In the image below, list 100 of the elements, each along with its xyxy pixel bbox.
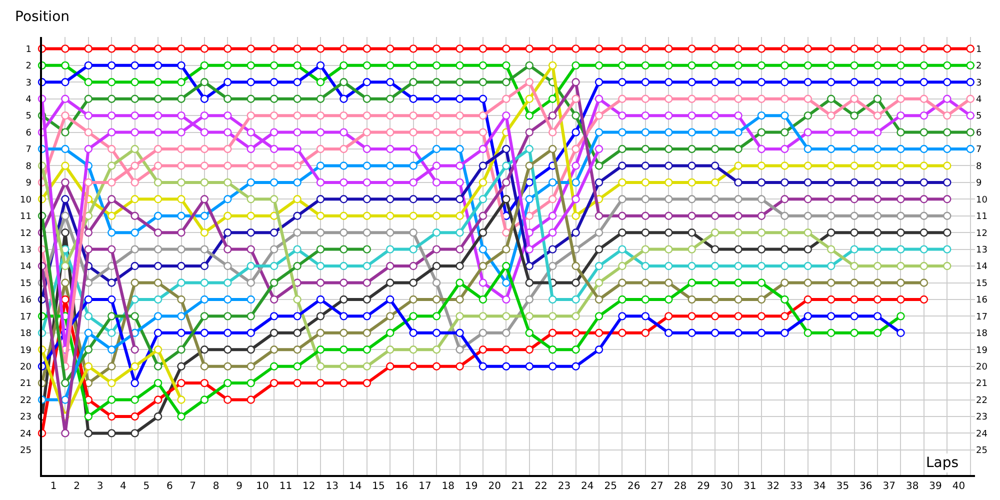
point [548, 61, 557, 70]
point [316, 262, 325, 270]
point [710, 278, 720, 287]
y2-tick-label: 20 [976, 362, 988, 372]
point [688, 162, 696, 170]
point [618, 111, 626, 120]
point [108, 312, 116, 320]
point [84, 111, 93, 120]
point [108, 162, 116, 170]
point [478, 228, 488, 237]
point [61, 144, 70, 154]
point [966, 111, 974, 120]
y-tick-label: 15 [20, 278, 32, 289]
x-tick-label: 18 [442, 480, 455, 492]
x-tick-label: 38 [906, 480, 919, 492]
point [734, 111, 742, 120]
point [664, 295, 673, 304]
point [177, 412, 186, 421]
point [293, 245, 302, 254]
point [780, 111, 789, 120]
point [246, 78, 255, 86]
point [84, 346, 93, 354]
point [827, 144, 836, 154]
point [502, 195, 510, 204]
x-tick-label: 35 [836, 480, 850, 492]
point [362, 78, 372, 86]
point [130, 396, 139, 404]
point [316, 228, 325, 237]
point [386, 162, 394, 170]
point [734, 212, 742, 220]
point [688, 212, 696, 220]
point [61, 429, 70, 438]
point [61, 128, 70, 136]
point [804, 61, 812, 70]
point [664, 44, 673, 53]
point [154, 262, 162, 270]
point [432, 128, 441, 136]
point [757, 195, 766, 204]
point [154, 228, 162, 237]
point [108, 346, 116, 354]
point [432, 262, 441, 270]
point [270, 378, 278, 388]
x-tick-label: 7 [190, 480, 196, 492]
x-tick-label: 17 [418, 480, 432, 492]
point [710, 78, 720, 86]
point [270, 162, 278, 170]
point [896, 128, 905, 136]
point [943, 94, 952, 103]
x-axis-title: Laps [926, 455, 959, 471]
point [594, 262, 604, 270]
point [316, 44, 325, 53]
point [688, 128, 696, 136]
point [618, 144, 626, 154]
point [734, 278, 742, 287]
point [850, 144, 858, 154]
point [177, 162, 186, 170]
point [525, 346, 534, 354]
point [525, 94, 534, 103]
point [502, 362, 510, 370]
point [270, 61, 278, 70]
point [734, 162, 742, 170]
point [850, 245, 858, 254]
point [780, 128, 789, 136]
point [780, 328, 789, 337]
y2-tick-label: 13 [976, 245, 988, 256]
point [246, 44, 255, 53]
point [456, 328, 464, 337]
point [246, 111, 255, 120]
point [456, 144, 464, 154]
point [664, 245, 673, 254]
point [920, 162, 928, 170]
y-tick-label: 10 [20, 195, 32, 206]
point [827, 61, 836, 70]
point [386, 94, 394, 103]
point [84, 245, 93, 254]
point [386, 346, 394, 354]
point [572, 195, 580, 204]
point [154, 245, 162, 254]
point [896, 295, 905, 304]
point [594, 128, 604, 136]
point [896, 262, 905, 270]
point [966, 44, 974, 53]
y2-tick-label: 1 [976, 44, 982, 55]
x-tick-label: 1 [50, 480, 57, 492]
point [386, 328, 394, 337]
point [850, 328, 858, 337]
point [943, 178, 952, 187]
point [130, 212, 139, 220]
point [154, 78, 162, 86]
point [340, 195, 348, 204]
point [688, 228, 696, 237]
point [200, 61, 209, 70]
point [641, 195, 650, 204]
point [200, 295, 209, 304]
point [896, 212, 905, 220]
point [710, 44, 720, 53]
point [525, 128, 534, 136]
y-tick-label: 7 [26, 145, 32, 156]
point [850, 212, 858, 220]
point [850, 312, 858, 320]
